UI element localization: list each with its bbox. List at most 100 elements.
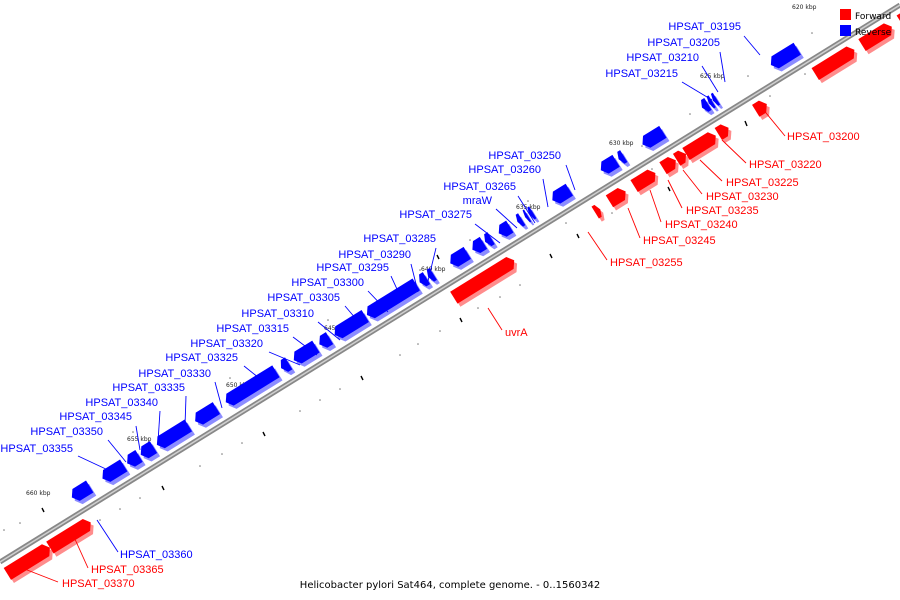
leader-line xyxy=(77,455,109,471)
leader-line xyxy=(344,305,363,327)
tick-label: 655 kbp xyxy=(127,436,152,443)
reverse-gene xyxy=(140,441,161,462)
forward-gene xyxy=(630,169,659,196)
minor-ticks xyxy=(3,32,813,531)
genome-caption: Helicobacter pylori Sat464, complete gen… xyxy=(300,580,600,591)
forward-gene xyxy=(811,46,858,84)
reverse-gene xyxy=(527,206,540,223)
leader-line xyxy=(107,439,127,463)
leader-line xyxy=(410,263,419,293)
gene-label: HPSAT_03345 xyxy=(59,411,132,423)
reverse-gene xyxy=(71,480,97,505)
gene-label: HPSAT_03295 xyxy=(316,262,389,274)
gene-label: HPSAT_03275 xyxy=(399,209,472,221)
reverse-gene xyxy=(710,92,724,110)
legend-forward-swatch xyxy=(840,9,851,20)
gene-label: HPSAT_03240 xyxy=(665,219,738,231)
gene-label: HPSAT_03290 xyxy=(338,249,411,261)
gene-label: HPSAT_03305 xyxy=(267,292,340,304)
leader-line xyxy=(243,365,265,383)
tick-label: 620 kbp xyxy=(792,4,817,11)
gene-label: HPSAT_03360 xyxy=(120,549,193,561)
reverse-gene xyxy=(319,332,337,351)
reverse-gene xyxy=(102,459,131,486)
reverse-gene xyxy=(484,232,498,250)
reverse-gene xyxy=(600,154,623,177)
leader-line xyxy=(135,425,141,451)
tick-labels: 620 kbp 625 kbp 630 kbp 635 kbp 640 kbp … xyxy=(26,4,817,497)
gene-label: HPSAT_03230 xyxy=(706,191,779,203)
label-leaders xyxy=(21,35,786,583)
reverse-gene xyxy=(127,450,146,470)
gene-label: HPSAT_03215 xyxy=(605,68,678,80)
legend-forward-label: Forward xyxy=(855,12,891,22)
legend-reverse-swatch xyxy=(840,25,851,36)
leader-line xyxy=(390,275,403,301)
leader-line xyxy=(268,351,301,366)
reverse-gene xyxy=(293,340,323,367)
gene-label: HPSAT_03365 xyxy=(91,564,164,576)
reverse-gene xyxy=(770,42,804,72)
leader-line xyxy=(487,307,503,331)
gene-label: HPSAT_03210 xyxy=(626,52,699,64)
leader-line xyxy=(667,179,683,209)
gene-label: HPSAT_03235 xyxy=(686,205,759,217)
leader-line xyxy=(96,519,119,553)
leader-line xyxy=(474,223,501,244)
gene-label: HPSAT_03195 xyxy=(668,21,741,33)
reverse-gene xyxy=(498,220,517,240)
leader-line xyxy=(761,107,786,137)
forward-gene xyxy=(682,132,719,164)
leader-line xyxy=(517,195,536,224)
gene-label: HPSAT_03265 xyxy=(443,181,516,193)
gene-label: HPSAT_03300 xyxy=(291,277,364,289)
leader-line xyxy=(681,81,713,101)
genome-backbone-highlight xyxy=(0,4,900,563)
gene-label: HPSAT_03205 xyxy=(647,37,720,49)
reverse-gene xyxy=(700,98,715,116)
leader-line xyxy=(701,65,719,93)
reverse-gene xyxy=(156,419,195,452)
gene-label: uvrA xyxy=(505,327,528,339)
leader-line xyxy=(587,231,608,261)
leader-line xyxy=(21,567,59,583)
leader-line xyxy=(682,169,703,195)
reverse-gene xyxy=(195,402,223,428)
gene-label: HPSAT_03315 xyxy=(216,323,289,335)
leader-line xyxy=(721,139,747,164)
tick-marks xyxy=(41,53,784,548)
gene-label: HPSAT_03320 xyxy=(190,338,263,350)
reverse-gene xyxy=(366,278,423,322)
forward-gene xyxy=(591,204,605,222)
leader-line xyxy=(317,321,341,341)
gene-label: HPSAT_03350 xyxy=(30,426,103,438)
leader-line xyxy=(627,207,641,239)
gene-label: HPSAT_03200 xyxy=(787,131,860,143)
reverse-gene xyxy=(225,365,283,409)
reverse-gene xyxy=(617,150,631,167)
leader-line xyxy=(367,290,389,313)
leader-line xyxy=(495,208,518,229)
tick-label: 660 kbp xyxy=(26,490,51,497)
forward-gene xyxy=(46,519,94,557)
leader-line xyxy=(743,35,761,56)
gene-label: HPSAT_03225 xyxy=(726,177,799,189)
forward-gene xyxy=(659,156,679,178)
gene-label: HPSAT_03250 xyxy=(488,150,561,162)
gene-label: HPSAT_03330 xyxy=(138,368,211,380)
reverse-gene xyxy=(642,125,670,151)
forward-gene xyxy=(858,23,895,55)
reverse-gene xyxy=(515,213,529,230)
gene-labels: HPSAT_03195 HPSAT_03205 HPSAT_03210 HPSAT_0… xyxy=(0,21,859,590)
gene-features xyxy=(3,13,900,584)
reverse-gene xyxy=(334,310,372,342)
reverse-gene xyxy=(522,209,535,226)
gene-label: HPSAT_03325 xyxy=(165,352,238,364)
reverse-gene xyxy=(450,246,474,270)
leader-line xyxy=(426,247,437,286)
forward-gene xyxy=(3,544,53,584)
reverse-gene xyxy=(280,357,296,376)
gene-label: HPSAT_03260 xyxy=(468,164,541,176)
leader-line xyxy=(649,189,662,223)
